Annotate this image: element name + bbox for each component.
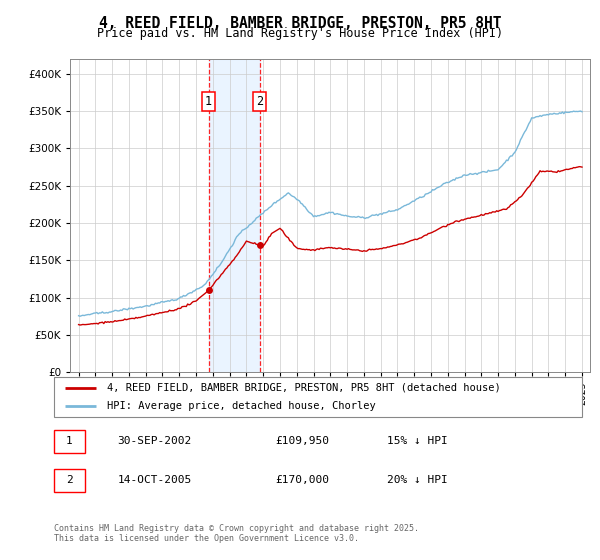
FancyBboxPatch shape xyxy=(54,377,582,417)
Text: HPI: Average price, detached house, Chorley: HPI: Average price, detached house, Chor… xyxy=(107,402,376,411)
Text: 14-OCT-2005: 14-OCT-2005 xyxy=(118,475,191,486)
Text: 4, REED FIELD, BAMBER BRIDGE, PRESTON, PR5 8HT: 4, REED FIELD, BAMBER BRIDGE, PRESTON, P… xyxy=(99,16,501,31)
Text: Price paid vs. HM Land Registry's House Price Index (HPI): Price paid vs. HM Land Registry's House … xyxy=(97,27,503,40)
Text: 30-SEP-2002: 30-SEP-2002 xyxy=(118,436,191,446)
Text: £109,950: £109,950 xyxy=(276,436,330,446)
Bar xyxy=(209,59,260,372)
FancyBboxPatch shape xyxy=(54,430,85,453)
Text: £170,000: £170,000 xyxy=(276,475,330,486)
Text: 1: 1 xyxy=(205,95,212,108)
Text: 4, REED FIELD, BAMBER BRIDGE, PRESTON, PR5 8HT (detached house): 4, REED FIELD, BAMBER BRIDGE, PRESTON, P… xyxy=(107,383,500,393)
Text: 2: 2 xyxy=(256,95,263,108)
Text: Contains HM Land Registry data © Crown copyright and database right 2025.
This d: Contains HM Land Registry data © Crown c… xyxy=(54,524,419,543)
FancyBboxPatch shape xyxy=(54,469,85,492)
Text: 20% ↓ HPI: 20% ↓ HPI xyxy=(386,475,448,486)
Text: 15% ↓ HPI: 15% ↓ HPI xyxy=(386,436,448,446)
Text: 1: 1 xyxy=(66,436,73,446)
Text: 2: 2 xyxy=(66,475,73,486)
